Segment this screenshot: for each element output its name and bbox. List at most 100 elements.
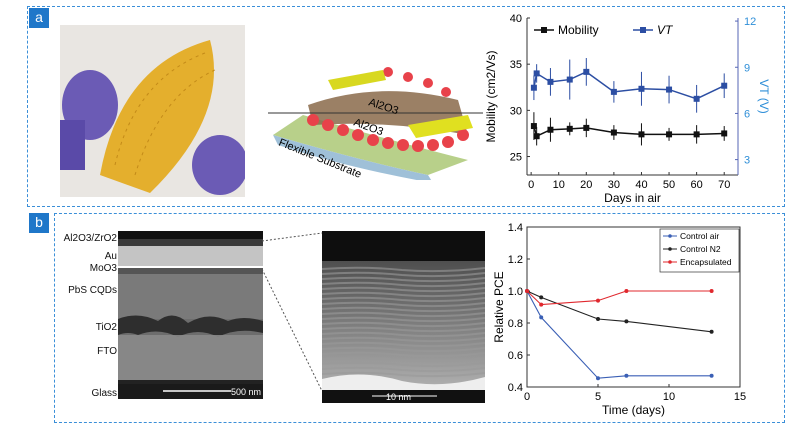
- legend-label: VT: [657, 23, 674, 37]
- x-axis-label: Days in air: [604, 191, 661, 204]
- legend-marker: [668, 260, 672, 264]
- data-point: [666, 86, 673, 93]
- y-tick-label: 25: [510, 152, 522, 164]
- y-tick-label: 1.4: [508, 222, 523, 234]
- data-point: [533, 133, 540, 140]
- tem-image-cross-section: 500 nm: [118, 231, 263, 399]
- mobility-vt-chart: 0 10 20 30 40 50 60 70 25 30 35 40 3 6 9 12 Days in air M…: [484, 13, 770, 204]
- data-point: [547, 78, 554, 85]
- data-point: [566, 125, 573, 132]
- x-axis-label: Time (days): [602, 403, 665, 417]
- relative-pce-chart: 0 5 10 15 0.4 0.6 0.8 1.0 1.2 1.4 Time (days) Relat…: [492, 222, 746, 417]
- zoom-connector-lines: [262, 232, 323, 392]
- lattice-stripe: [322, 301, 485, 308]
- lattice-stripe: [322, 366, 485, 373]
- tem-label: FTO: [97, 346, 117, 357]
- y-right-tick-label: 12: [744, 16, 756, 28]
- data-point: [638, 85, 645, 92]
- lattice-stripe: [322, 276, 485, 283]
- lattice-stripe: [322, 291, 485, 298]
- x-tick-label: 40: [635, 179, 647, 191]
- y-tick-label: 0.4: [508, 382, 523, 394]
- data-point: [709, 289, 714, 293]
- tem-label: MoO3: [89, 263, 117, 274]
- data-point: [525, 289, 529, 293]
- x-tick-label: 60: [691, 179, 703, 191]
- panel-b-label: b: [29, 213, 49, 233]
- scale-bar-right: 10 nm: [386, 392, 411, 402]
- lattice-stripe: [322, 336, 485, 343]
- legend-label: Encapsulated: [680, 257, 732, 267]
- lattice-stripe: [322, 286, 485, 293]
- x-tick-label: 0: [528, 179, 534, 191]
- data-point: [566, 76, 573, 83]
- y-tick-label: 35: [510, 59, 522, 71]
- tem-image-zoom: 10 nm: [322, 231, 485, 403]
- data-point: [709, 373, 714, 378]
- data-point: [596, 298, 600, 303]
- lattice-stripe: [322, 326, 485, 333]
- lattice-stripe: [322, 316, 485, 323]
- lattice-stripe: [322, 346, 485, 353]
- panel-b: [54, 213, 785, 423]
- lattice-stripe: [322, 271, 485, 278]
- panel-a-label: a: [29, 8, 49, 28]
- data-point: [583, 68, 590, 75]
- y-tick-label: 30: [510, 105, 522, 117]
- flexible-device-photo: [60, 25, 245, 197]
- data-point: [638, 131, 645, 138]
- data-point: [539, 315, 544, 320]
- tem-label: Al2O3/ZrO2: [63, 233, 117, 244]
- data-point: [596, 376, 600, 381]
- tem-label: Glass: [91, 388, 117, 399]
- tem-label: Au: [104, 251, 117, 262]
- y-tick-label: 0.8: [508, 318, 523, 330]
- x-tick-label: 70: [718, 179, 730, 191]
- series-line-vt: [533, 71, 725, 100]
- lattice-stripe: [322, 306, 485, 313]
- x-tick-label: 10: [663, 391, 675, 403]
- tem-label: PbS CQDs: [68, 285, 117, 296]
- data-point: [530, 123, 537, 130]
- series-line-mobility: [533, 125, 725, 138]
- x-tick-label: 0: [524, 391, 530, 403]
- data-point: [624, 289, 629, 293]
- data-point: [596, 317, 600, 321]
- data-point: [666, 131, 673, 138]
- data-point: [721, 82, 728, 89]
- x-tick-label: 5: [595, 391, 601, 403]
- data-point: [709, 329, 714, 334]
- data-point: [530, 84, 537, 91]
- legend-label: Mobility: [558, 23, 599, 37]
- lattice-stripe: [322, 356, 485, 363]
- lattice-stripe: [322, 266, 485, 273]
- y-right-axis-label: VT (V): [757, 79, 770, 113]
- legend-marker: [640, 27, 646, 33]
- y-axis-label: Relative PCE: [492, 271, 506, 342]
- data-point: [533, 70, 540, 77]
- data-point: [547, 126, 554, 133]
- data-point: [693, 95, 700, 102]
- lattice-stripe: [322, 361, 485, 368]
- lattice-stripe: [322, 371, 485, 378]
- lattice-stripe: [322, 311, 485, 318]
- data-point: [624, 319, 629, 324]
- device-schematic: Al2O3 Al2O3 Flexible Substrate: [268, 67, 483, 180]
- legend-label: Control air: [680, 231, 719, 241]
- y-tick-label: 40: [510, 13, 522, 25]
- x-tick-label: 20: [580, 179, 592, 191]
- y-tick-label: 1.2: [508, 254, 523, 266]
- data-point: [539, 295, 544, 300]
- y-right-tick-label: 3: [744, 155, 750, 167]
- data-point: [693, 131, 700, 138]
- x-tick-label: 15: [734, 391, 746, 403]
- data-point: [610, 88, 617, 95]
- tem-label: TiO2: [95, 322, 117, 333]
- y-right-tick-label: 9: [744, 62, 750, 74]
- y-tick-label: 1.0: [508, 286, 523, 298]
- data-point: [610, 129, 617, 136]
- lattice-stripe: [322, 281, 485, 288]
- y-tick-label: 0.6: [508, 350, 523, 362]
- lattice-stripe: [322, 321, 485, 328]
